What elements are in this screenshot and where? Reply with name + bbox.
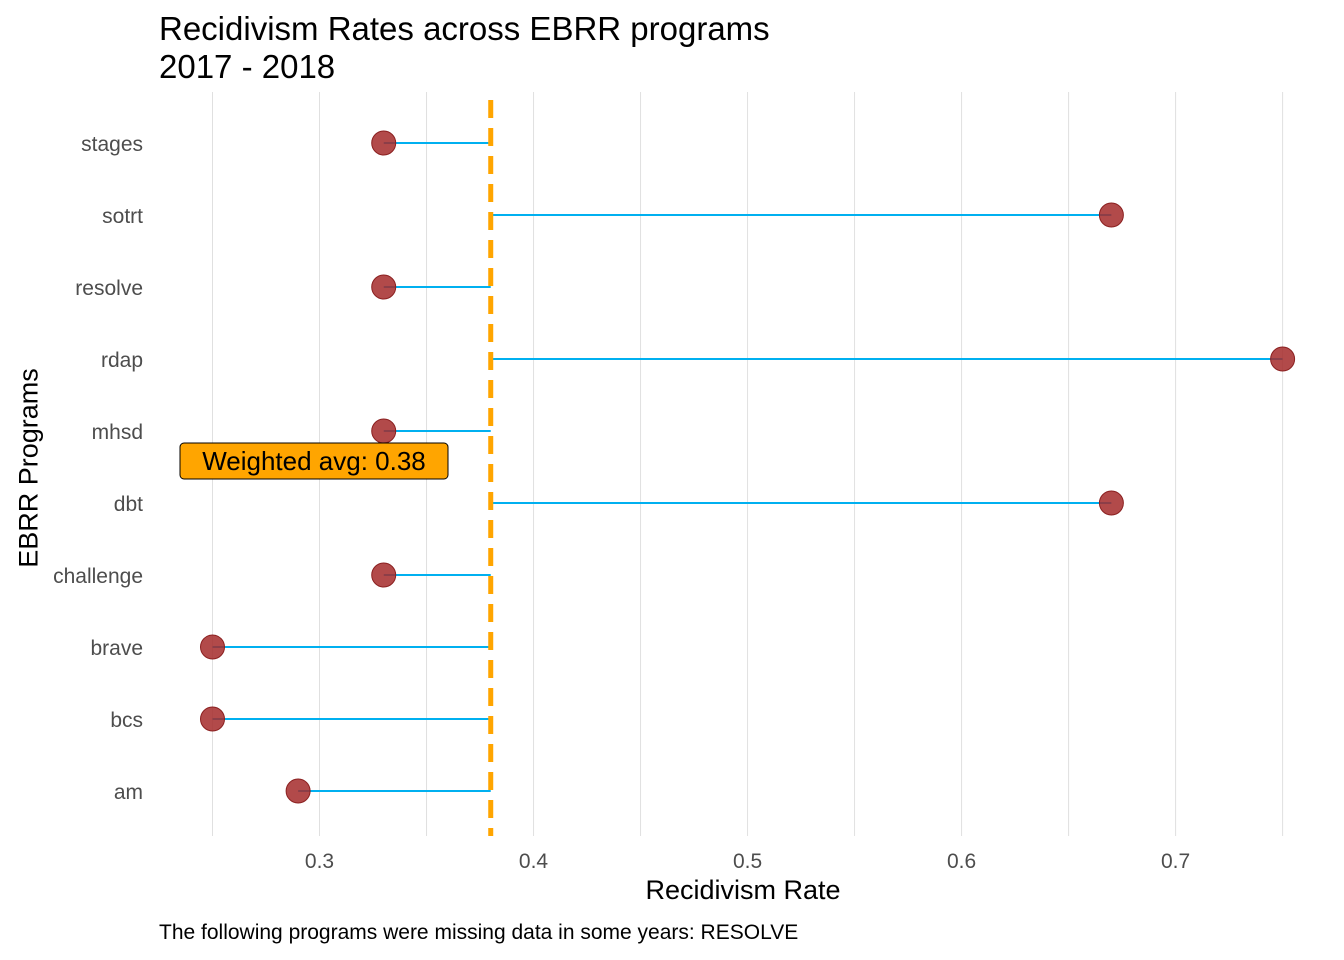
- y-tick-label: dbt: [114, 493, 143, 516]
- data-point: [1098, 490, 1124, 516]
- y-tick-label: mhsd: [92, 421, 143, 444]
- x-tick-label: 0.5: [733, 850, 762, 873]
- data-point: [1270, 346, 1296, 372]
- chart-subtitle: 2017 - 2018: [159, 48, 336, 85]
- data-point: [285, 778, 311, 804]
- x-tick-label: 0.6: [947, 850, 976, 873]
- annotation-box: [179, 442, 449, 480]
- data-point: [371, 274, 397, 300]
- y-tick-label: rdap: [101, 349, 143, 372]
- annotation-label: Weighted avg: 0.38: [202, 446, 426, 476]
- x-tick-label: 0.7: [1161, 850, 1190, 873]
- data-point: [1098, 202, 1124, 228]
- data-point: [371, 418, 397, 444]
- x-tick-label: 0.4: [519, 850, 549, 873]
- y-tick-label: am: [114, 781, 143, 804]
- y-tick-label: challenge: [53, 565, 143, 588]
- chart-title: Recidivism Rates across EBRR programs: [159, 10, 770, 47]
- data-point: [200, 706, 226, 732]
- data-point: [371, 562, 397, 588]
- x-axis-label: Recidivism Rate: [645, 875, 841, 905]
- data-point: [371, 130, 397, 156]
- data-point: [200, 634, 226, 660]
- x-tick-label: 0.3: [305, 850, 334, 873]
- y-tick-label: resolve: [75, 277, 143, 300]
- y-tick-label: bcs: [110, 709, 143, 732]
- y-tick-label: brave: [90, 637, 143, 660]
- y-axis-label: EBRR Programs: [13, 368, 44, 568]
- chart-caption: The following programs were missing data…: [159, 921, 799, 944]
- y-tick-label: stages: [81, 133, 143, 156]
- y-tick-label: sotrt: [102, 205, 143, 228]
